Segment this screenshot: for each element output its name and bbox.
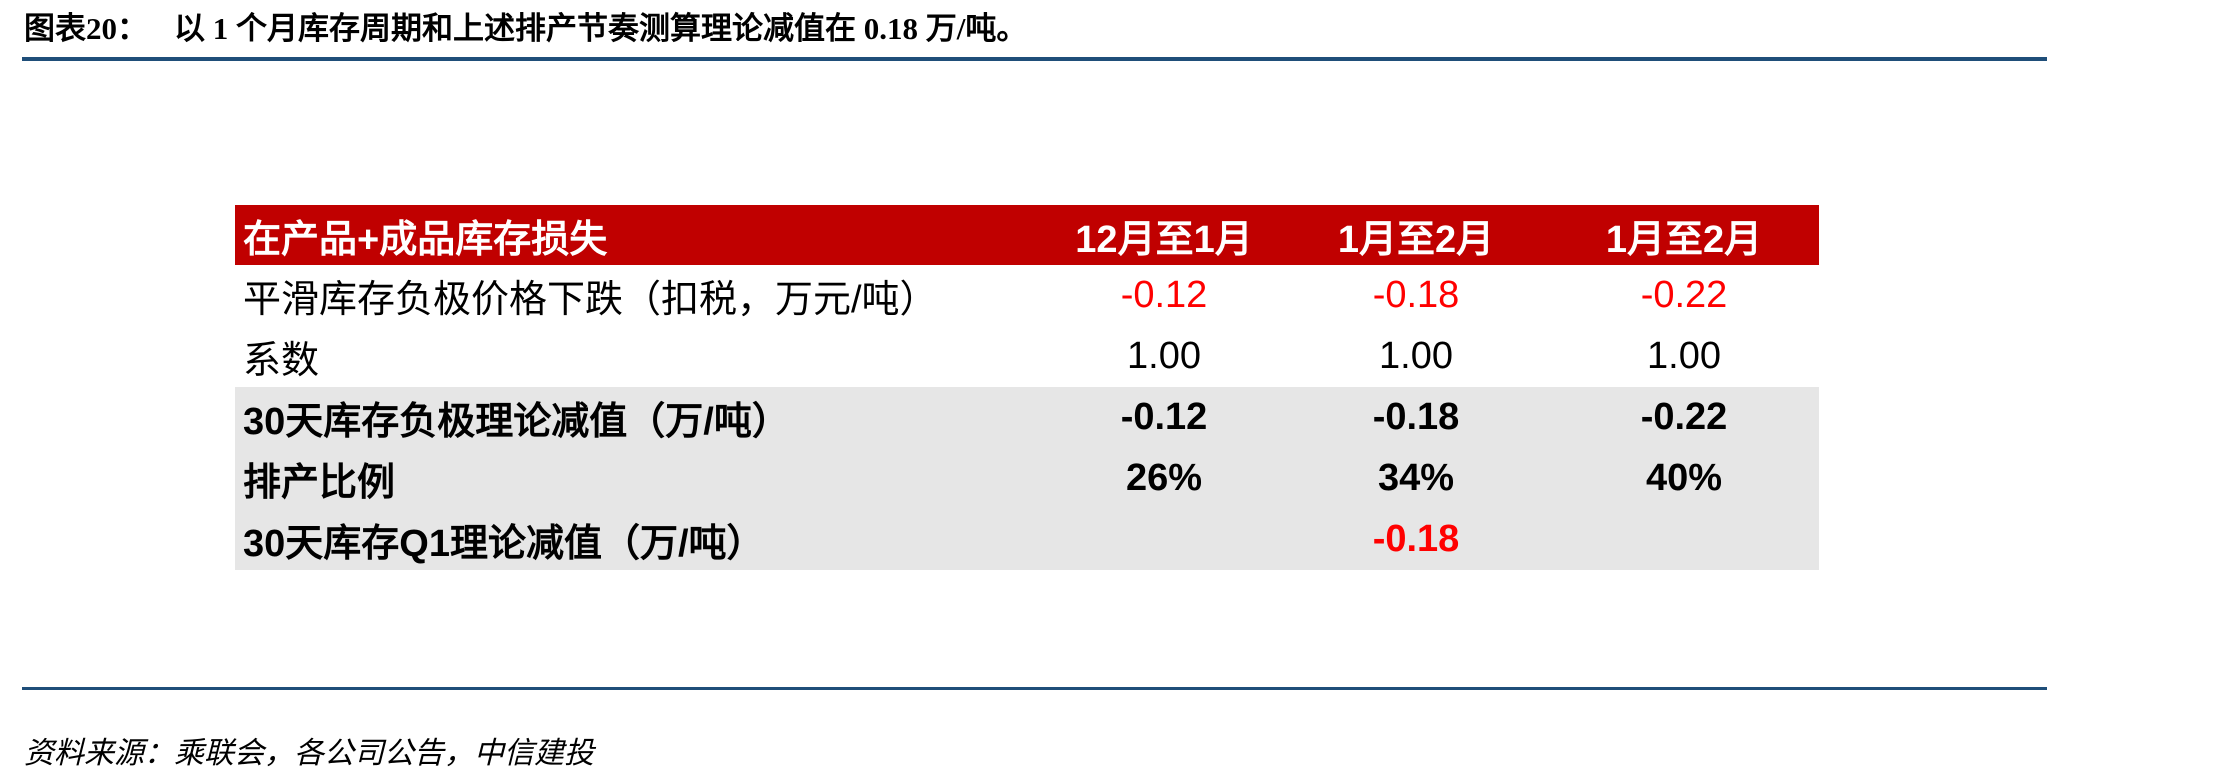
table-row: 排产比例 26% 34% 40%	[235, 448, 1819, 509]
table-row: 系数 1.00 1.00 1.00	[235, 326, 1819, 387]
row-value: 1.00	[1379, 335, 1453, 377]
row-value: -0.22	[1640, 396, 1728, 438]
bottom-divider	[22, 687, 2047, 690]
row-value: 1.00	[1127, 335, 1201, 377]
top-divider	[22, 57, 2047, 61]
header-col-3: 1月至2月	[1605, 218, 1763, 261]
row-label: 平滑库存负极价格下跌（扣税，万元/吨）	[243, 279, 938, 321]
figure-caption: 以 1 个月库存周期和上述排产节奏测算理论减值在 0.18 万/吨。	[174, 11, 1028, 46]
header-label: 在产品+成品库存损失	[243, 218, 608, 261]
figure-title: 图表20： 以 1 个月库存周期和上述排产节奏测算理论减值在 0.18 万/吨。	[24, 6, 1027, 52]
table-row: 30天库存负极理论减值（万/吨） -0.12 -0.18 -0.22	[235, 387, 1819, 448]
header-col-1: 12月至1月	[1075, 218, 1253, 261]
table-header-row: 在产品+成品库存损失 12月至1月 1月至2月 1月至2月	[235, 205, 1819, 265]
row-value: 1.00	[1647, 335, 1721, 377]
table-row: 30天库存Q1理论减值（万/吨） -0.18	[235, 509, 1819, 570]
table-row: 平滑库存负极价格下跌（扣税，万元/吨） -0.12 -0.18 -0.22	[235, 265, 1819, 326]
row-label: 30天库存负极理论减值（万/吨）	[243, 401, 790, 443]
row-value: -0.18	[1372, 396, 1460, 438]
row-value: 40%	[1645, 457, 1723, 499]
row-value: -0.22	[1640, 274, 1728, 316]
row-value: -0.12	[1120, 396, 1208, 438]
row-value: -0.18	[1372, 518, 1460, 560]
row-label: 系数	[243, 340, 320, 382]
header-col-2: 1月至2月	[1337, 218, 1495, 261]
row-value: -0.12	[1120, 274, 1208, 316]
figure-label: 图表20：	[24, 11, 148, 46]
row-label: 排产比例	[243, 462, 396, 504]
row-value: -0.18	[1372, 274, 1460, 316]
row-label: 30天库存Q1理论减值（万/吨）	[243, 523, 765, 565]
inventory-loss-table: 在产品+成品库存损失 12月至1月 1月至2月 1月至2月 平滑库存负极价格下跌…	[235, 205, 1819, 570]
row-value: 34%	[1377, 457, 1455, 499]
row-value: 26%	[1125, 457, 1203, 499]
source-note: 资料来源：乘联会，各公司公告，中信建投	[24, 736, 594, 771]
